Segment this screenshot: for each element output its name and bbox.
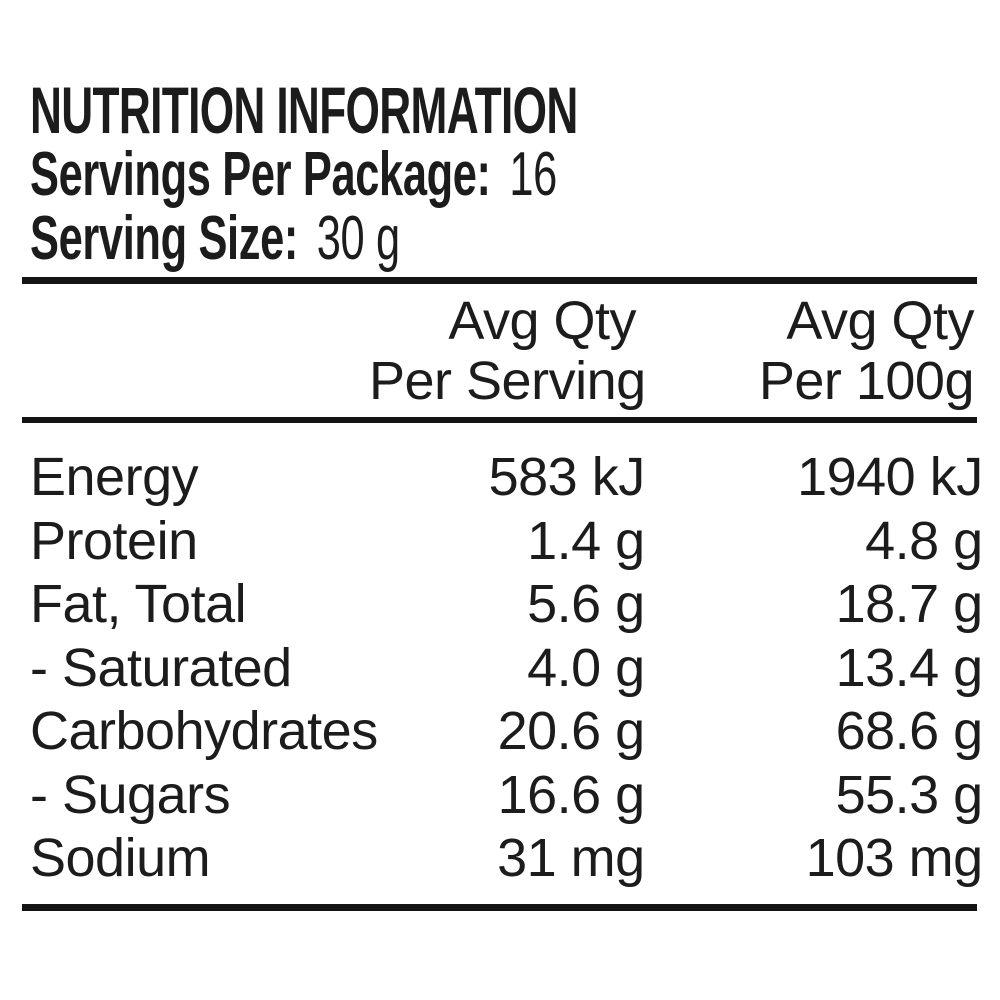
servings-per-package-label: Servings Per Package: — [30, 140, 491, 209]
nutrient-name: Sodium — [30, 828, 211, 888]
header-per-serving-line2: Per Serving — [369, 351, 646, 411]
per-100g-value: 68.6 g — [835, 701, 984, 761]
divider-bottom — [22, 904, 977, 911]
serving-size-value: 30 g — [316, 204, 400, 273]
header-per-serving: Avg Qty Per Serving — [369, 291, 646, 411]
nutrient-name: Protein — [30, 510, 198, 571]
nutrient-name: Carbohydrates — [30, 701, 378, 761]
per-serving-value: 20.6 g — [497, 701, 646, 761]
per-100g-value: 4.8 g — [865, 510, 983, 571]
divider-top — [22, 277, 977, 284]
per-100g-value: 103 mg — [805, 828, 984, 888]
serving-size-label: Serving Size: — [30, 204, 299, 273]
header-per-serving-line1: Avg Qty — [448, 291, 636, 351]
header-per-100g: Avg Qty Per 100g — [636, 291, 975, 411]
per-100g-value: 55.3 g — [835, 764, 984, 825]
per-100g-value: 18.7 g — [835, 574, 984, 634]
serving-size-line: Serving Size: 30 g — [30, 208, 400, 270]
nutrient-name: Energy — [30, 447, 199, 507]
header-per-100g-line1: Avg Qty — [786, 291, 974, 351]
header-nutrient-column — [30, 291, 369, 411]
per-serving-value: 583 kJ — [488, 447, 646, 507]
divider-header — [22, 417, 977, 423]
per-serving-value: 4.0 g — [527, 637, 645, 698]
header-per-100g-line2: Per 100g — [758, 351, 975, 411]
per-serving-value: 16.6 g — [497, 764, 646, 825]
servings-per-package-line: Servings Per Package: 16 — [30, 144, 557, 206]
per-100g-value: 13.4 g — [835, 637, 984, 698]
table-header: Avg Qty Per Serving Avg Qty Per 100g — [0, 291, 1000, 411]
page-title: NUTRITION INFORMATION — [30, 73, 578, 147]
per-serving-value: 31 mg — [497, 828, 645, 888]
nutrient-name: - Sugars — [30, 764, 231, 825]
per-serving-value: 5.6 g — [527, 574, 645, 634]
nutrient-name: - Saturated — [30, 637, 292, 698]
servings-per-package-value: 16 — [509, 140, 557, 209]
nutrition-table: Energy 583 kJ 1940 kJ Protein 1.4 g 4.8 … — [0, 446, 1000, 891]
per-serving-value: 1.4 g — [527, 510, 645, 571]
nutrient-name: Fat, Total — [30, 574, 247, 634]
per-100g-value: 1940 kJ — [797, 447, 983, 507]
